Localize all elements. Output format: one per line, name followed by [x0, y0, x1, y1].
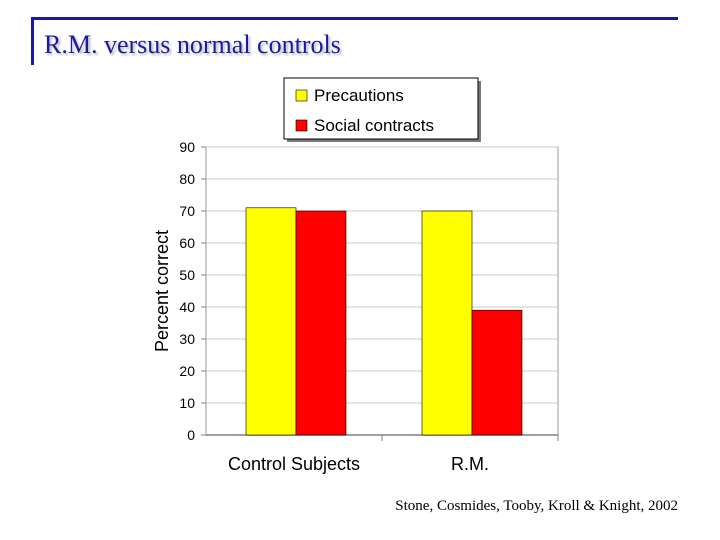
y-tick-label: 30: [179, 331, 195, 347]
y-tick-label: 50: [179, 267, 195, 283]
slide-title: R.M. versus normal controls: [44, 30, 341, 59]
y-tick-label: 80: [179, 171, 195, 187]
y-tick-label: 90: [179, 139, 195, 155]
y-tick-label: 60: [179, 235, 195, 251]
y-tick-label: 0: [187, 427, 195, 443]
bar-social-contracts: [295, 210, 347, 436]
bar-social-contracts: [471, 309, 523, 436]
bar-precautions: [245, 207, 297, 436]
y-axis-label: Percent correct: [152, 230, 172, 352]
y-tick-label: 10: [179, 395, 195, 411]
x-category-label: R.M.: [451, 454, 489, 474]
x-category-label: Control Subjects: [228, 454, 360, 474]
bar-precautions: [421, 210, 473, 436]
title-frame-top: [31, 17, 678, 20]
citation: Stone, Cosmides, Tooby, Kroll & Knight, …: [395, 498, 678, 514]
legend-swatch-precautions: [295, 89, 308, 102]
legend-swatch-social-contracts: [295, 119, 308, 132]
y-tick-label: 40: [179, 299, 195, 315]
legend-box: [283, 77, 479, 140]
legend-label: Social contracts: [314, 116, 434, 135]
title-frame-left: [31, 17, 34, 65]
legend-label: Precautions: [314, 86, 404, 105]
y-tick-label: 70: [179, 203, 195, 219]
y-tick-label: 20: [179, 363, 195, 379]
